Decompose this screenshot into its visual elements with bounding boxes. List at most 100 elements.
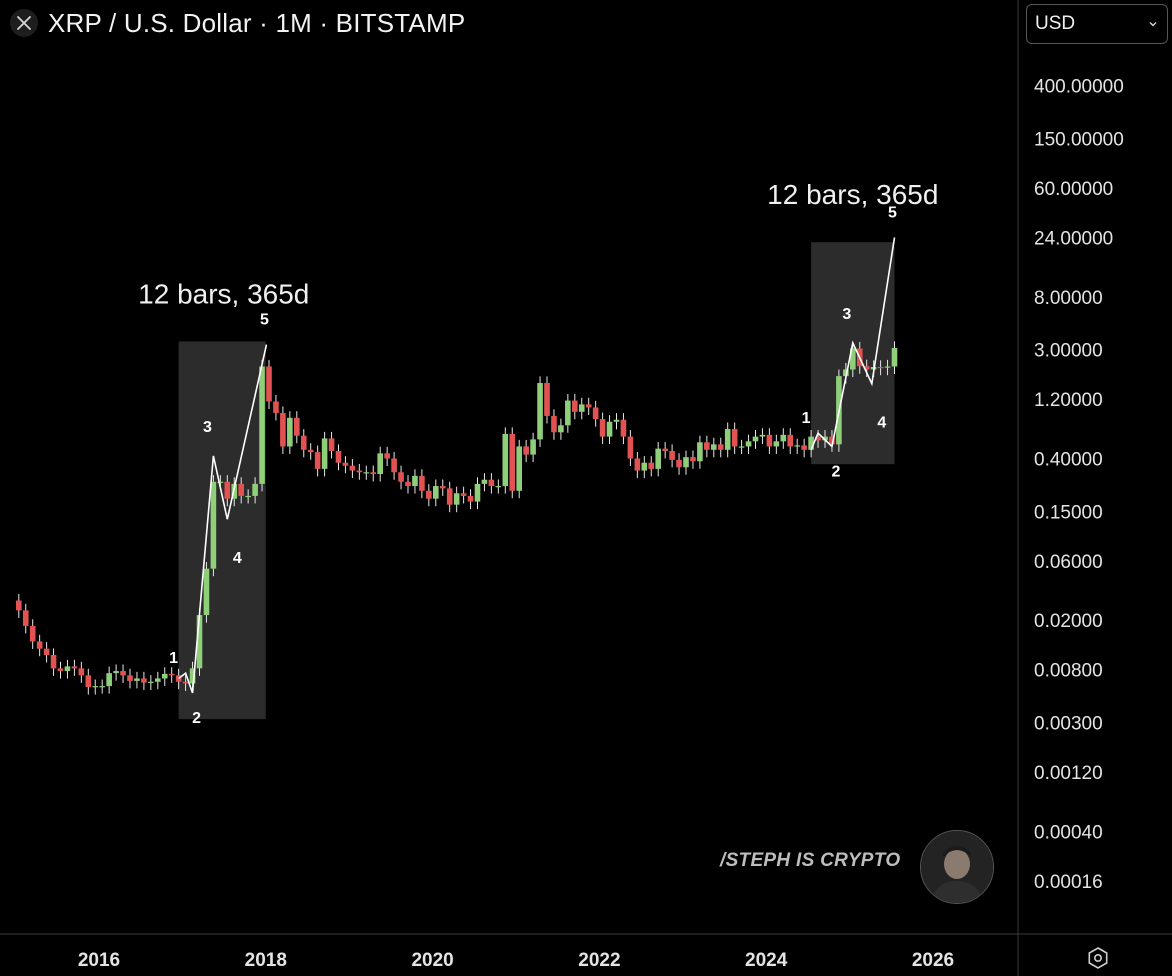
candle-2021-11 xyxy=(585,397,592,415)
candle-2019-08 xyxy=(398,465,404,490)
candle-2018-01 xyxy=(266,359,272,410)
candle-2023-11 xyxy=(752,430,759,449)
x-tick-label: 2024 xyxy=(745,950,788,971)
candle-2019-03 xyxy=(363,465,370,480)
candle-2022-12 xyxy=(676,453,682,475)
candle-2016-12 xyxy=(175,668,182,690)
candle-2015-07 xyxy=(57,661,64,679)
candle-2020-02 xyxy=(439,479,446,496)
candle-2016-09 xyxy=(154,671,161,690)
candle-2017-05 xyxy=(210,475,217,577)
candle-2022-03 xyxy=(613,413,620,430)
candle-2019-09 xyxy=(405,475,411,494)
candle-2018-02 xyxy=(273,394,279,421)
candle-2020-08 xyxy=(481,473,488,492)
y-tick-label: 3.00000 xyxy=(1034,341,1103,362)
candle-2022-09 xyxy=(655,442,661,477)
candle-2016-11 xyxy=(168,667,175,683)
candle-2024-04 xyxy=(787,428,794,454)
candle-2018-10 xyxy=(328,431,335,459)
candle-2021-10 xyxy=(578,397,585,420)
y-tick-label: 0.00016 xyxy=(1034,872,1103,893)
candle-2024-10 xyxy=(829,430,835,452)
y-tick-label: 60.00000 xyxy=(1034,179,1113,200)
x-tick-label: 2026 xyxy=(912,950,954,971)
chart-header: XRP / U.S. Dollar · 1M · BITSTAMP xyxy=(10,6,465,40)
annotation-text: 12 bars, 365d xyxy=(767,179,938,210)
chevron-down-icon xyxy=(1149,21,1157,27)
y-tick-label: 0.40000 xyxy=(1034,450,1103,471)
candle-2023-04 xyxy=(704,435,710,458)
wave-label: 4 xyxy=(233,550,242,567)
candle-2018-12 xyxy=(342,456,349,474)
candle-2020-03 xyxy=(446,481,453,513)
candle-2015-10 xyxy=(78,661,85,683)
candle-2019-05 xyxy=(377,446,383,482)
candle-2019-02 xyxy=(356,463,363,480)
candle-2015-02 xyxy=(22,603,29,634)
candle-2021-05 xyxy=(544,376,550,424)
candle-2016-06 xyxy=(134,671,140,689)
y-tick-label: 0.00120 xyxy=(1034,763,1103,784)
candle-2017-09 xyxy=(238,477,244,504)
candle-2018-08 xyxy=(314,445,321,477)
settings-button[interactable] xyxy=(1080,940,1116,976)
wave-label: 5 xyxy=(888,204,897,221)
candle-2016-02 xyxy=(106,666,112,694)
candle-2019-04 xyxy=(370,465,377,482)
highlight-boxes xyxy=(178,242,895,720)
y-tick-label: 0.15000 xyxy=(1034,502,1103,523)
wave-label: 5 xyxy=(260,312,269,329)
candle-2023-06 xyxy=(717,437,724,458)
candle-2025-05 xyxy=(877,360,884,376)
candle-2016-04 xyxy=(120,664,126,683)
candle-2022-11 xyxy=(669,444,675,468)
candle-2022-06 xyxy=(634,451,641,479)
candle-2022-04 xyxy=(620,413,627,445)
candle-2016-07 xyxy=(141,671,147,691)
candle-2021-01 xyxy=(516,439,522,499)
candle-2024-06 xyxy=(801,438,807,458)
candle-2020-09 xyxy=(488,473,495,494)
candle-2018-07 xyxy=(307,443,314,460)
candle-2017-11 xyxy=(252,477,258,504)
close-button[interactable] xyxy=(10,9,38,37)
chart-title: XRP / U.S. Dollar · 1M · BITSTAMP xyxy=(48,7,466,38)
candle-2016-05 xyxy=(127,668,133,689)
candle-2020-10 xyxy=(495,479,502,494)
avatar xyxy=(920,830,994,904)
candle-2019-06 xyxy=(384,446,390,467)
candle-2017-10 xyxy=(245,489,251,504)
candle-2017-07 xyxy=(224,475,231,507)
candle-2021-03 xyxy=(530,432,536,463)
candle-2016-08 xyxy=(148,675,154,691)
candle-2024-02 xyxy=(773,434,780,454)
annotation-text: 12 bars, 365d xyxy=(138,278,309,309)
y-tick-label: 0.00800 xyxy=(1034,661,1103,682)
candle-2023-02 xyxy=(690,450,696,469)
candle-2017-12 xyxy=(259,359,265,492)
candle-2022-01 xyxy=(599,412,606,445)
candle-2015-08 xyxy=(64,659,71,679)
candle-2019-10 xyxy=(412,469,418,494)
currency-selector[interactable]: USD xyxy=(1026,4,1168,44)
candle-2022-05 xyxy=(627,430,634,467)
candle-2019-01 xyxy=(349,459,356,479)
candle-2023-01 xyxy=(683,450,689,475)
wave-lines xyxy=(178,237,896,694)
y-tick-label: 1.20000 xyxy=(1034,390,1103,411)
candle-2025-06 xyxy=(884,359,891,376)
candle-2024-03 xyxy=(780,428,787,449)
y-tick-label: 0.02000 xyxy=(1034,611,1103,632)
candle-2020-05 xyxy=(460,486,467,504)
candle-2019-07 xyxy=(391,451,397,480)
candle-2015-04 xyxy=(36,634,43,657)
x-tick-label: 2020 xyxy=(411,950,453,971)
candle-2024-07 xyxy=(808,430,814,458)
y-tick-label: 0.00040 xyxy=(1034,822,1103,843)
candle-2022-08 xyxy=(648,456,655,477)
candle-2019-11 xyxy=(419,469,425,499)
y-tick-label: 0.00300 xyxy=(1034,714,1103,735)
